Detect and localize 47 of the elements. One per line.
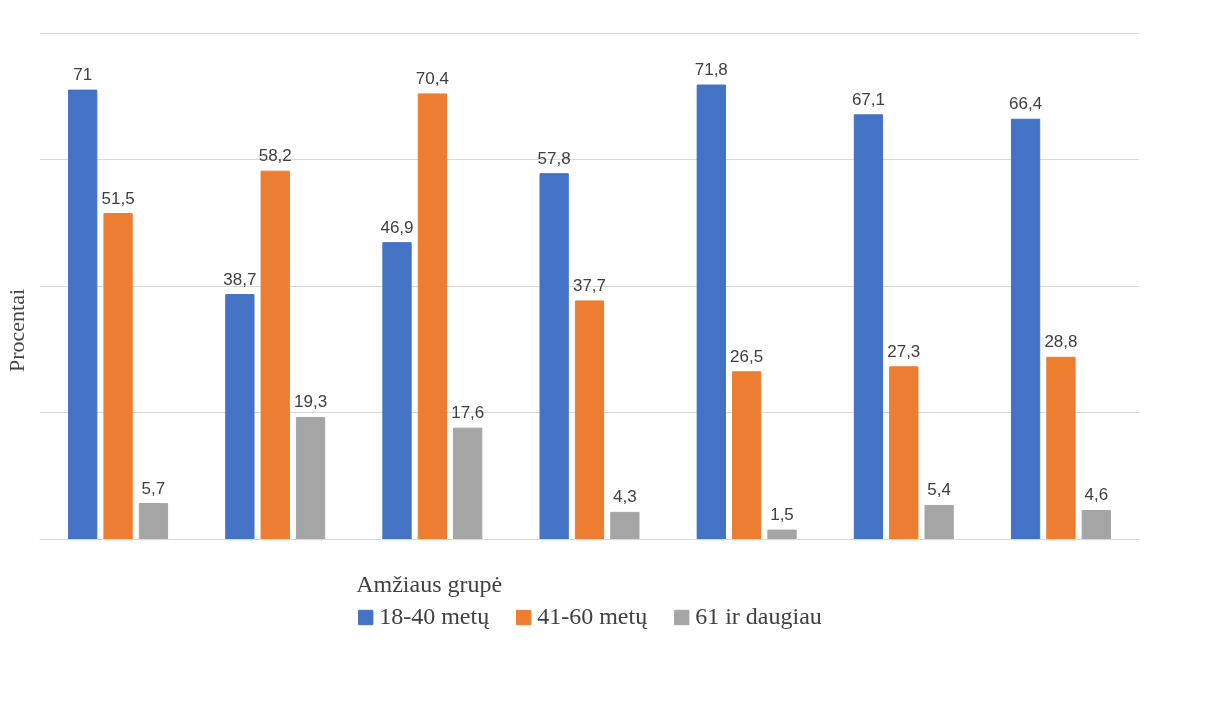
bar — [260, 170, 290, 541]
bar — [539, 173, 569, 541]
bar — [225, 294, 255, 541]
data-label: 57,8 — [537, 148, 571, 168]
bar — [696, 84, 726, 541]
bar — [574, 300, 605, 541]
legend-title: Amžiaus grupė — [356, 571, 504, 598]
bar — [924, 504, 954, 541]
bar — [103, 213, 133, 541]
bar — [732, 371, 762, 541]
bar — [1010, 118, 1041, 541]
data-label: 26,5 — [730, 346, 764, 366]
bar — [295, 416, 326, 541]
data-label: 19,3 — [294, 392, 328, 412]
data-label: 71 — [73, 65, 93, 85]
data-label: 67,1 — [851, 89, 885, 109]
data-label: 28,8 — [1044, 332, 1078, 352]
data-label: 5,4 — [927, 480, 951, 500]
data-label: 4,3 — [613, 487, 637, 507]
data-label: 46,9 — [380, 217, 414, 237]
bar — [453, 427, 483, 541]
bar — [68, 89, 98, 541]
bar — [382, 242, 412, 541]
y-axis-title: Procentai — [3, 288, 29, 373]
data-label: 5,7 — [141, 478, 166, 498]
data-label: 27,3 — [887, 341, 921, 361]
legend-label: 41-60 metų — [537, 603, 648, 630]
data-label: 51,5 — [101, 188, 135, 208]
bar — [1081, 509, 1111, 541]
data-label: 38,7 — [223, 269, 257, 289]
data-label: 4,6 — [1084, 485, 1109, 505]
bar — [853, 114, 884, 541]
bar — [889, 366, 919, 541]
data-label: 58,2 — [258, 146, 292, 166]
data-label: 1,5 — [770, 505, 794, 525]
bar — [1046, 356, 1076, 541]
data-label: 66,4 — [1009, 94, 1043, 114]
bar — [767, 529, 797, 541]
data-label: 70,4 — [415, 68, 449, 88]
data-label: 71,8 — [694, 60, 728, 80]
data-label: 17,6 — [451, 403, 485, 423]
bar — [610, 511, 640, 541]
legend-label: 18-40 metų — [379, 603, 490, 630]
bar — [417, 93, 447, 541]
legend-label: 61 ir daugiau — [695, 603, 822, 630]
bar — [138, 503, 169, 541]
data-label: 37,7 — [572, 275, 607, 295]
